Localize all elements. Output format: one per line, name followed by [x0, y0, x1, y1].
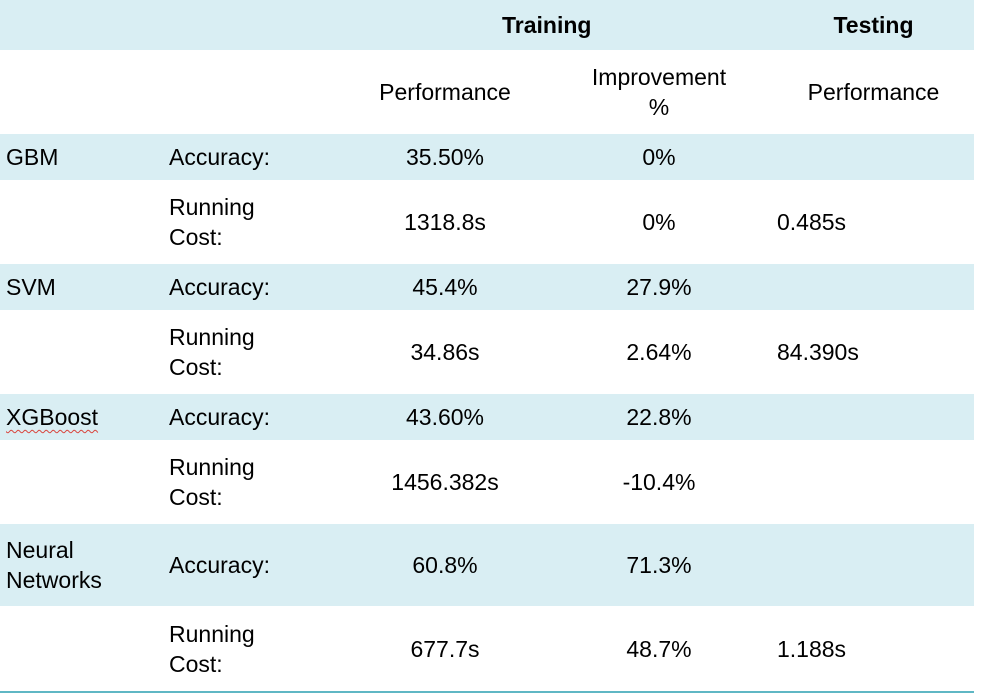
metric-label: Accuracy: [169, 552, 270, 578]
header-training-label: Training [502, 12, 592, 38]
metric-label-line2: Cost: [169, 650, 223, 677]
metric-label-line1: Running [169, 454, 255, 480]
improvement-cell: 2.64% [626, 339, 692, 365]
testing-performance-cell: 1.188s [777, 635, 847, 662]
training-performance-cell: 35.50% [405, 144, 484, 170]
testing-performance-cell: 84.390s [777, 339, 859, 365]
header-column-row: Performance Improvement % Performance [0, 50, 974, 134]
testing-performance-cell [773, 264, 974, 310]
model-name-text: XGBoost [6, 404, 99, 430]
testing-performance-cell: 0.485s [777, 209, 847, 235]
header-testing-performance: Performance [807, 79, 940, 105]
model-name: GBM [6, 144, 59, 170]
table-row: Neural Networks Accuracy: 60.8% 71.3% [0, 524, 974, 606]
header-model-col [0, 50, 163, 134]
model-name: SVM [6, 274, 56, 300]
model-name: XGBoost [0, 394, 163, 440]
model-name-line2: Networks [6, 567, 102, 593]
table-bottom-border [0, 691, 974, 693]
testing-performance-cell [773, 394, 974, 440]
table-row: Running Cost: 1456.382s -10.4% [0, 440, 974, 524]
header-improvement-line1: Improvement [591, 64, 727, 90]
metric-label-line1: Running [169, 324, 255, 350]
model-name [0, 310, 163, 394]
table-row: Running Cost: 34.86s 2.64% 84.390s [0, 310, 974, 394]
model-name [0, 440, 163, 524]
table-row: SVM Accuracy: 45.4% 27.9% [0, 264, 974, 310]
training-performance-cell: 677.7s [410, 635, 480, 662]
testing-performance-cell [773, 524, 974, 606]
training-performance-cell: 43.60% [405, 404, 484, 430]
header-empty-metric [163, 0, 345, 50]
header-empty-model [0, 0, 163, 50]
improvement-cell: 0% [642, 144, 676, 170]
improvement-cell: 0% [642, 209, 676, 235]
metric-label: Accuracy: [169, 404, 270, 430]
table-row: XGBoost Accuracy: 43.60% 22.8% [0, 394, 974, 440]
training-performance-cell: 34.86s [410, 339, 480, 365]
header-training-performance: Performance [379, 79, 511, 105]
table-row: Running Cost: 677.7s 48.7% 1.188s [0, 606, 974, 691]
model-name-line1: Neural [6, 537, 74, 563]
training-performance-cell: 60.8% [412, 552, 478, 578]
results-table: Testing Training Performance Improvement… [0, 0, 974, 693]
testing-performance-cell [773, 134, 974, 180]
improvement-cell: 27.9% [626, 274, 692, 300]
metric-label-line2: Cost: [169, 224, 223, 250]
model-name [0, 180, 163, 264]
improvement-cell: 48.7% [626, 635, 692, 662]
model-name [0, 606, 163, 691]
training-performance-cell: 1456.382s [391, 469, 499, 495]
model-name: Neural Networks [0, 524, 163, 606]
table-row: Running Cost: 1318.8s 0% 0.485s [0, 180, 974, 264]
metric-label-line1: Running [169, 194, 255, 220]
metric-label: Running Cost: [163, 310, 345, 394]
metric-label: Accuracy: [169, 274, 270, 300]
training-performance-cell: 45.4% [412, 274, 478, 300]
improvement-cell: -10.4% [622, 469, 696, 495]
metric-label: Running Cost: [163, 440, 345, 524]
table-row: GBM Accuracy: 35.50% 0% [0, 134, 974, 180]
metric-label-line2: Cost: [169, 484, 223, 510]
metric-label: Running Cost: [163, 180, 345, 264]
metric-label: Running Cost: [163, 606, 345, 691]
improvement-cell: 22.8% [626, 404, 692, 430]
header-improvement: Improvement % [545, 50, 773, 134]
header-group-row: Testing Training [0, 0, 974, 50]
header-metric-col [163, 50, 345, 134]
metric-label-line2: Cost: [169, 354, 223, 380]
metric-label-line1: Running [169, 620, 255, 647]
header-testing-label: Testing [833, 12, 914, 38]
improvement-cell: 71.3% [626, 552, 692, 578]
training-performance-cell: 1318.8s [404, 209, 486, 235]
header-improvement-line2: % [648, 94, 670, 120]
testing-performance-cell [773, 440, 974, 524]
metric-label: Accuracy: [169, 144, 270, 170]
